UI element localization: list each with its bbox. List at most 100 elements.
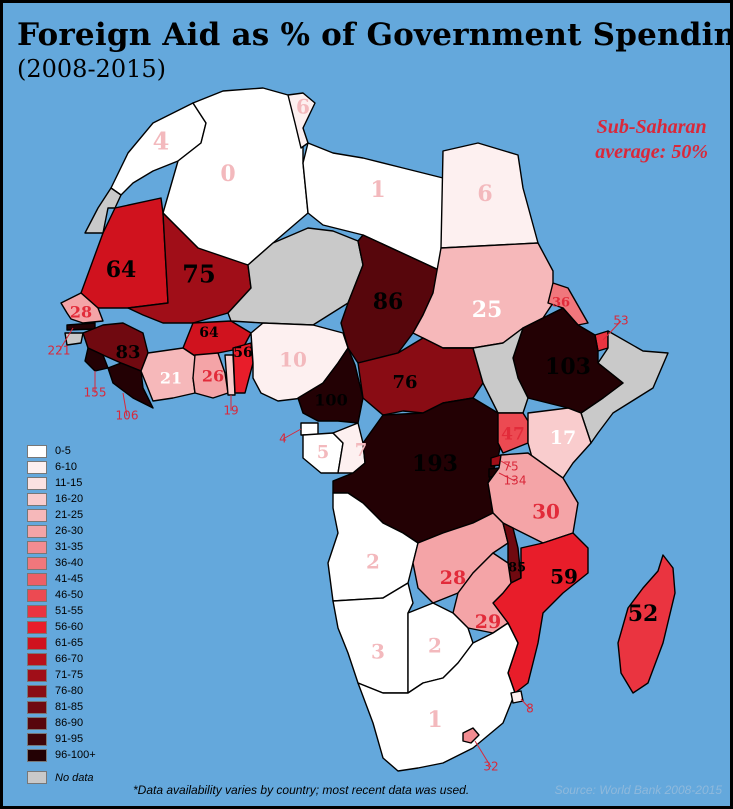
legend-label: 21-25 bbox=[55, 509, 84, 521]
legend-swatch bbox=[27, 684, 47, 698]
country-tanzania bbox=[487, 452, 579, 544]
legend-label: 91-95 bbox=[55, 733, 84, 745]
country-value-rwanda: 75 bbox=[503, 460, 518, 474]
country-value-gabon: 5 bbox=[317, 442, 330, 463]
legend-item: 61-65 bbox=[27, 635, 96, 651]
legend-swatch bbox=[27, 508, 47, 522]
country-value-benin: 56 bbox=[233, 345, 252, 361]
country-swaziland bbox=[510, 690, 524, 704]
country-value-madagascar: 52 bbox=[628, 601, 659, 627]
legend-swatch bbox=[27, 540, 47, 554]
map-subtitle: (2008-2015) bbox=[17, 55, 166, 83]
country-value-liberia: 106 bbox=[116, 409, 139, 423]
country-value-djibouti: 53 bbox=[613, 314, 628, 328]
country-gambia bbox=[66, 322, 96, 331]
country-guinea-bissau bbox=[64, 332, 84, 346]
country-value-central-african-rep: 76 bbox=[392, 372, 417, 393]
legend-label: 81-85 bbox=[55, 701, 84, 713]
legend-label: 26-30 bbox=[55, 525, 84, 537]
callout-line-burundi bbox=[498, 472, 516, 482]
country-value-burkina-faso: 64 bbox=[199, 325, 219, 341]
legend-item: 71-75 bbox=[27, 667, 96, 683]
country-value-tanzania: 30 bbox=[532, 500, 560, 524]
legend-item: 46-50 bbox=[27, 587, 96, 603]
callout-line-equatorial-guinea bbox=[282, 428, 302, 440]
legend-label: 0-5 bbox=[55, 445, 71, 457]
country-lesotho bbox=[462, 727, 480, 744]
legend-label: 16-20 bbox=[55, 493, 84, 505]
legend-item: 36-40 bbox=[27, 555, 96, 571]
legend-swatch bbox=[27, 748, 47, 762]
legend-swatch bbox=[27, 716, 47, 730]
legend-label: 71-75 bbox=[55, 669, 84, 681]
legend-label: 96-100+ bbox=[55, 749, 96, 761]
country-value-congo: 7 bbox=[355, 440, 368, 461]
legend-item: 96-100+ bbox=[27, 747, 96, 763]
callout-line-swaziland bbox=[520, 698, 531, 710]
country-value-malawi: 85 bbox=[508, 561, 526, 576]
country-value-algeria: 0 bbox=[220, 161, 235, 187]
country-value-ghana: 26 bbox=[202, 367, 224, 386]
country-value-mauritania: 64 bbox=[106, 257, 137, 283]
legend-swatch bbox=[27, 476, 47, 490]
country-value-burundi: 134 bbox=[504, 474, 527, 488]
legend-item: 31-35 bbox=[27, 539, 96, 555]
country-value-guinea: 83 bbox=[115, 342, 140, 363]
country-value-mozambique: 59 bbox=[550, 565, 578, 589]
country-value-morocco: 4 bbox=[153, 127, 170, 156]
callout-line-rwanda bbox=[500, 460, 512, 468]
legend-item: 86-90 bbox=[27, 715, 96, 731]
legend-swatch bbox=[27, 556, 47, 570]
legend-swatch bbox=[27, 668, 47, 682]
map-title: Foreign Aid as % of Government Spending bbox=[17, 17, 733, 53]
legend-item: 26-30 bbox=[27, 523, 96, 539]
country-value-cote-divoire: 21 bbox=[160, 369, 182, 388]
country-value-uganda: 47 bbox=[501, 425, 525, 445]
legend-item: 56-60 bbox=[27, 619, 96, 635]
country-senegal bbox=[60, 292, 104, 324]
legend-swatch bbox=[27, 492, 47, 506]
country-angola bbox=[327, 492, 419, 602]
country-value-botswana: 2 bbox=[428, 634, 442, 658]
country-south-sudan bbox=[442, 327, 529, 414]
country-ghana bbox=[192, 352, 229, 399]
country-value-senegal: 28 bbox=[70, 303, 92, 322]
legend-label: No data bbox=[55, 771, 94, 784]
legend-swatch bbox=[27, 572, 47, 586]
country-value-zimbabwe: 29 bbox=[475, 611, 501, 633]
legend-swatch bbox=[27, 771, 47, 784]
legend-swatch bbox=[27, 524, 47, 538]
legend-item: 66-70 bbox=[27, 651, 96, 667]
country-value-lesotho: 32 bbox=[483, 760, 498, 774]
country-value-equatorial-guinea: 4 bbox=[279, 432, 287, 446]
legend-label: 6-10 bbox=[55, 461, 78, 473]
average-note-line: Sub-Saharan bbox=[596, 116, 707, 138]
legend-swatch bbox=[27, 588, 47, 602]
country-value-south-africa: 1 bbox=[427, 707, 442, 733]
legend-label: 86-90 bbox=[55, 717, 84, 729]
legend-item: 41-45 bbox=[27, 571, 96, 587]
legend-label: 66-70 bbox=[55, 653, 84, 665]
legend-swatch bbox=[27, 604, 47, 618]
legend-swatch bbox=[27, 460, 47, 474]
legend-swatch bbox=[27, 620, 47, 634]
callout-line-liberia bbox=[122, 392, 128, 417]
country-tunisia bbox=[287, 92, 316, 149]
legend-label: 61-65 bbox=[55, 637, 84, 649]
country-value-mali: 75 bbox=[182, 260, 215, 289]
country-value-togo: 19 bbox=[223, 404, 238, 418]
footnote: *Data availability varies by country; mo… bbox=[133, 783, 470, 797]
country-value-libya: 1 bbox=[370, 177, 385, 203]
legend-swatch bbox=[27, 652, 47, 666]
legend-item: 51-55 bbox=[27, 603, 96, 619]
legend: 0-5 6-10 11-15 16-20 21-25 26-30 31-35 36-40 41-… bbox=[27, 443, 96, 763]
country-western-sahara bbox=[84, 187, 122, 234]
legend-label: 46-50 bbox=[55, 589, 84, 601]
average-note: Sub-Saharan average: 50% bbox=[595, 115, 708, 165]
legend-item: 6-10 bbox=[27, 459, 96, 475]
legend-swatch bbox=[27, 636, 47, 650]
country-value-angola: 2 bbox=[366, 550, 380, 574]
callout-line-djibouti bbox=[602, 320, 622, 341]
legend-label: 51-55 bbox=[55, 605, 84, 617]
